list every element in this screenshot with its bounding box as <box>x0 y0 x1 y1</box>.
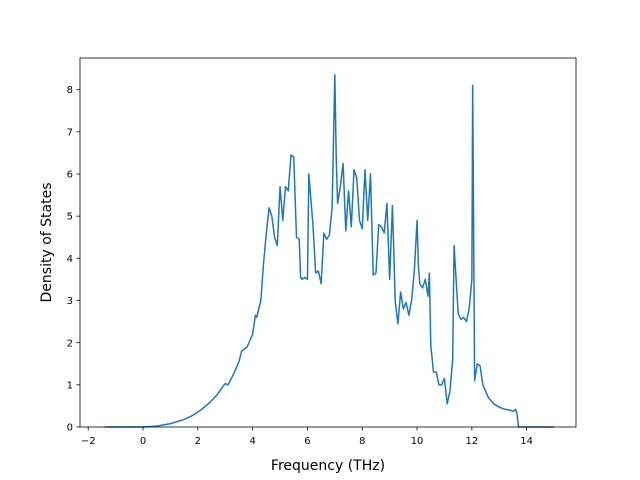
y-tick-label: 6 <box>67 170 73 181</box>
y-tick-label: 3 <box>67 296 73 307</box>
x-tick-label: 2 <box>195 436 201 447</box>
x-axis-ticks: −2 0 2 4 6 8 10 12 14 <box>81 427 533 447</box>
y-tick-label: 7 <box>67 127 73 138</box>
x-tick-label: 6 <box>304 436 310 447</box>
x-tick-label: 14 <box>520 436 533 447</box>
x-tick-label: 4 <box>249 436 255 447</box>
y-tick-label: 2 <box>67 338 73 349</box>
y-axis-label: Density of States <box>39 183 55 303</box>
dos-series-line <box>104 74 555 428</box>
x-tick-label: 10 <box>411 436 424 447</box>
x-axis-label: Frequency (THz) <box>271 458 385 474</box>
x-tick-label: 0 <box>140 436 146 447</box>
x-tick-label: 8 <box>359 436 365 447</box>
y-axis-ticks: 0 1 2 3 4 5 6 7 8 <box>67 85 80 434</box>
axes-frame <box>79 57 577 428</box>
y-tick-label: 0 <box>67 423 73 434</box>
y-tick-label: 4 <box>67 254 73 265</box>
y-tick-label: 1 <box>67 380 73 391</box>
plot-area <box>104 74 555 428</box>
y-tick-label: 5 <box>67 212 73 223</box>
x-tick-label: 12 <box>466 436 479 447</box>
y-tick-label: 8 <box>67 85 73 96</box>
x-tick-label: −2 <box>81 436 96 447</box>
